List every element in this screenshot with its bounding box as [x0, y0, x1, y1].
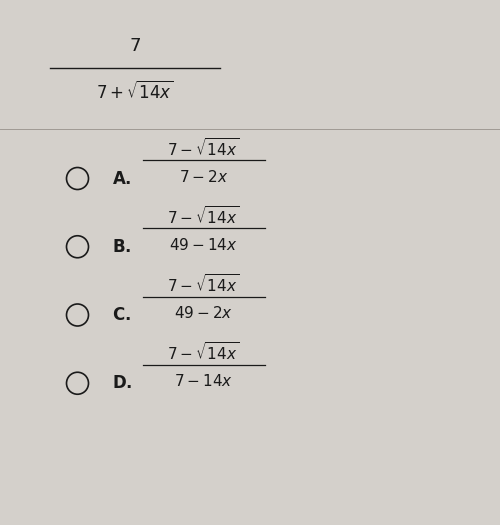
Text: $\mathbf{D.}$: $\mathbf{D.}$ — [112, 374, 133, 392]
Text: $49 - 14x$: $49 - 14x$ — [169, 237, 238, 253]
Text: $\mathbf{A.}$: $\mathbf{A.}$ — [112, 170, 132, 187]
Text: $7 - 2x$: $7 - 2x$ — [179, 169, 228, 184]
Text: $\mathbf{C.}$: $\mathbf{C.}$ — [112, 306, 132, 324]
Text: $\mathbf{B.}$: $\mathbf{B.}$ — [112, 238, 132, 256]
Text: $7 - \sqrt{14x}$: $7 - \sqrt{14x}$ — [168, 136, 240, 159]
Text: $7$: $7$ — [129, 37, 141, 55]
Text: $7 - 14x$: $7 - 14x$ — [174, 373, 233, 389]
Text: $7 - \sqrt{14x}$: $7 - \sqrt{14x}$ — [168, 273, 240, 295]
Text: $49 - 2x$: $49 - 2x$ — [174, 305, 233, 321]
Text: $7 + \sqrt{14x}$: $7 + \sqrt{14x}$ — [96, 81, 174, 103]
Text: $7 - \sqrt{14x}$: $7 - \sqrt{14x}$ — [168, 205, 240, 227]
Text: $7 - \sqrt{14x}$: $7 - \sqrt{14x}$ — [168, 341, 240, 363]
